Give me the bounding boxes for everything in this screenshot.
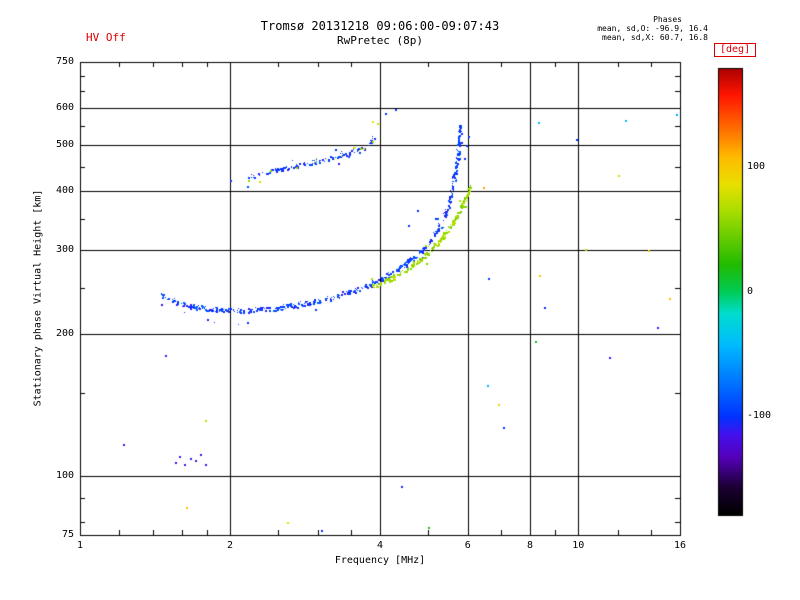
plot-title: Tromsø 20131218 09:06:00-09:07:43 <box>260 19 500 33</box>
phase-statistics: Phases mean, sd,O: -96.9, 16.4 mean, sd,… <box>556 15 708 42</box>
x-tick-label: 16 <box>673 540 687 551</box>
x-axis-label: Frequency [MHz] <box>334 555 426 566</box>
phase-stats-x-mode: mean, sd,X: 60.7, 16.8 <box>602 33 708 42</box>
phase-stats-o-mode: mean, sd,O: -96.9, 16.4 <box>597 24 708 33</box>
y-tick-label: 200 <box>55 327 74 339</box>
y-tick-label: 400 <box>55 185 74 197</box>
colorbar-tick-label: -100 <box>747 409 772 421</box>
hv-status-label: HV Off <box>86 31 126 44</box>
colorbar-tick-label: 0 <box>747 285 754 297</box>
y-tick-label: 600 <box>55 101 74 113</box>
y-tick-label: 500 <box>55 139 74 151</box>
x-tick-label: 10 <box>572 540 585 551</box>
y-tick-label: 75 <box>61 529 74 540</box>
colorbar-tick-label: 100 <box>747 161 766 173</box>
x-tick-label: 4 <box>376 540 384 551</box>
x-tick-label: 1 <box>76 540 84 551</box>
x-tick-label: 6 <box>464 540 471 551</box>
x-tick-label: 8 <box>526 540 534 551</box>
plot-subtitle: RwPretec (8p) <box>336 34 424 47</box>
colorbar-unit-label: [deg] <box>714 43 757 57</box>
x-tick-label: 2 <box>226 540 234 551</box>
y-tick-label: 100 <box>55 469 74 481</box>
phase-stats-title: Phases <box>653 15 682 24</box>
y-tick-label: 300 <box>55 244 74 256</box>
y-axis-label: Stationary phase Virtual Height [km] <box>32 189 44 407</box>
y-tick-label: 750 <box>55 56 74 67</box>
